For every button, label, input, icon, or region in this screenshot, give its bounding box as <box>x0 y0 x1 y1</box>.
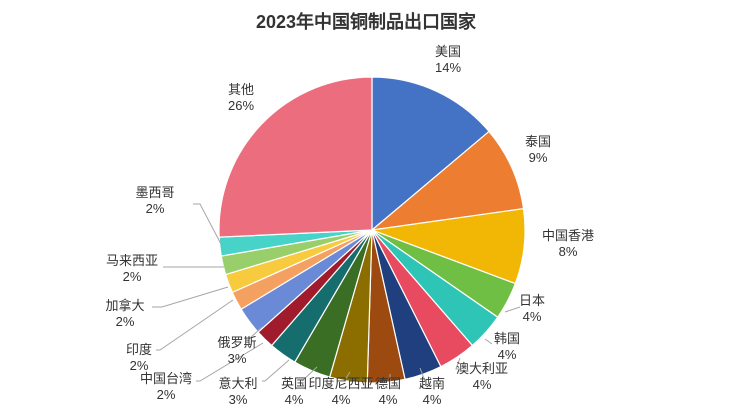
leader-line-9 <box>343 371 351 382</box>
slice-label-16: 马来西亚 <box>106 253 158 268</box>
slice-label-18: 其他 <box>228 82 254 97</box>
slice-value-4: 4% <box>523 309 542 324</box>
leader-line-13 <box>248 326 263 340</box>
slice-value-16: 2% <box>123 269 142 284</box>
slice-value-15: 2% <box>116 314 135 329</box>
slice-value-1: 14% <box>435 60 461 75</box>
slice-value-11: 3% <box>229 392 248 407</box>
slice-value-6: 4% <box>473 377 492 392</box>
slice-value-12: 2% <box>157 387 176 402</box>
slice-value-2: 9% <box>529 150 548 165</box>
slice-label-17: 墨西哥 <box>135 185 174 200</box>
slice-label-11: 意大利 <box>218 376 257 391</box>
leader-line-17 <box>193 203 223 247</box>
slice-value-13: 3% <box>228 351 247 366</box>
slice-label-8: 德国 <box>375 376 401 391</box>
slice-value-9: 4% <box>332 392 351 407</box>
slice-label-7: 越南 <box>419 376 445 391</box>
slice-label-6: 澳大利亚 <box>456 361 508 376</box>
leader-line-15 <box>152 286 229 308</box>
slice-value-18: 26% <box>228 98 254 113</box>
slice-label-14: 印度 <box>126 342 152 357</box>
slice-value-3: 8% <box>559 244 578 259</box>
slice-label-9: 印度尼西亚 <box>308 376 373 391</box>
leader-line-10 <box>301 366 318 382</box>
slice-label-5: 韩国 <box>494 331 520 346</box>
chart-title: 2023年中国铜制品出口国家 <box>255 12 477 32</box>
leader-line-6 <box>455 357 461 370</box>
slice-value-7: 4% <box>423 392 442 407</box>
slice-label-13: 俄罗斯 <box>217 335 256 350</box>
pie-slice-1 <box>371 76 490 232</box>
leader-line-5 <box>484 338 493 345</box>
slice-label-3: 中国香港 <box>542 228 594 243</box>
pie-slice-18 <box>218 76 373 238</box>
leader-line-12 <box>196 342 264 382</box>
slice-label-15: 加拿大 <box>105 298 144 313</box>
slice-value-10: 4% <box>285 392 304 407</box>
leader-line-4 <box>504 306 521 313</box>
slice-label-12: 中国台湾 <box>140 371 192 386</box>
slice-value-14: 2% <box>130 358 149 373</box>
slice-label-1: 美国 <box>435 44 461 59</box>
pie-slice-2 <box>370 130 525 231</box>
slice-value-8: 4% <box>379 392 398 407</box>
slice-value-17: 2% <box>146 201 165 216</box>
slice-label-2: 泰国 <box>525 134 551 149</box>
leader-line-14 <box>156 299 234 351</box>
slice-label-10: 英国 <box>281 376 307 391</box>
slice-label-4: 日本 <box>519 293 545 308</box>
leader-line-7 <box>419 367 426 382</box>
slice-value-5: 4% <box>498 347 517 362</box>
leader-line-11 <box>262 359 290 382</box>
